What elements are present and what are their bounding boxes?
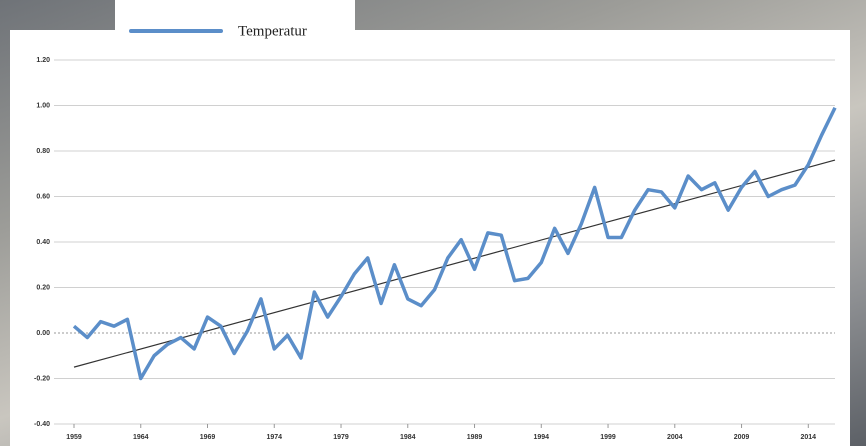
x-tick-label: 1999	[600, 434, 616, 441]
y-tick-label: -0.40	[34, 421, 50, 428]
chart-panel	[10, 30, 850, 446]
legend-label: Temperatur	[238, 23, 307, 39]
y-tick-label: 0.40	[36, 239, 50, 246]
y-tick-label: 0.80	[36, 148, 50, 155]
x-tick-label: 1979	[333, 434, 349, 441]
x-tick-label: 1974	[266, 434, 282, 441]
page: Temperatur -0.40 -0.20 0.00 0.20 0.40 0.60 0.8…	[0, 0, 866, 446]
x-tick-label: 1959	[66, 434, 82, 441]
x-tick-label: 1969	[200, 434, 216, 441]
y-tick-label: 0.60	[36, 193, 50, 200]
y-tick-label: -0.20	[34, 375, 50, 382]
x-tick-label: 2004	[667, 434, 683, 441]
y-tick-label: 0.20	[36, 284, 50, 291]
y-tick-label: 1.20	[36, 57, 50, 64]
x-tick-label: 1989	[467, 434, 483, 441]
x-tick-label: 1984	[400, 434, 416, 441]
x-tick-label: 2009	[734, 434, 750, 441]
x-tick-label: 2014	[801, 434, 817, 441]
x-tick-label: 1964	[133, 434, 149, 441]
chart: Temperatur -0.40 -0.20 0.00 0.20 0.40 0.60 0.8…	[0, 0, 866, 446]
y-tick-label: 0.00	[36, 330, 50, 337]
legend-box	[115, 0, 355, 44]
x-tick-label: 1994	[533, 434, 549, 441]
y-tick-label: 1.00	[36, 102, 50, 109]
